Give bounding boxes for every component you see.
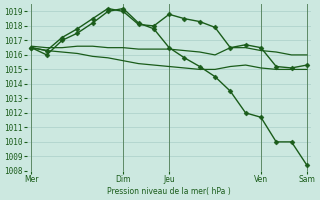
X-axis label: Pression niveau de la mer( hPa ): Pression niveau de la mer( hPa )	[107, 187, 231, 196]
